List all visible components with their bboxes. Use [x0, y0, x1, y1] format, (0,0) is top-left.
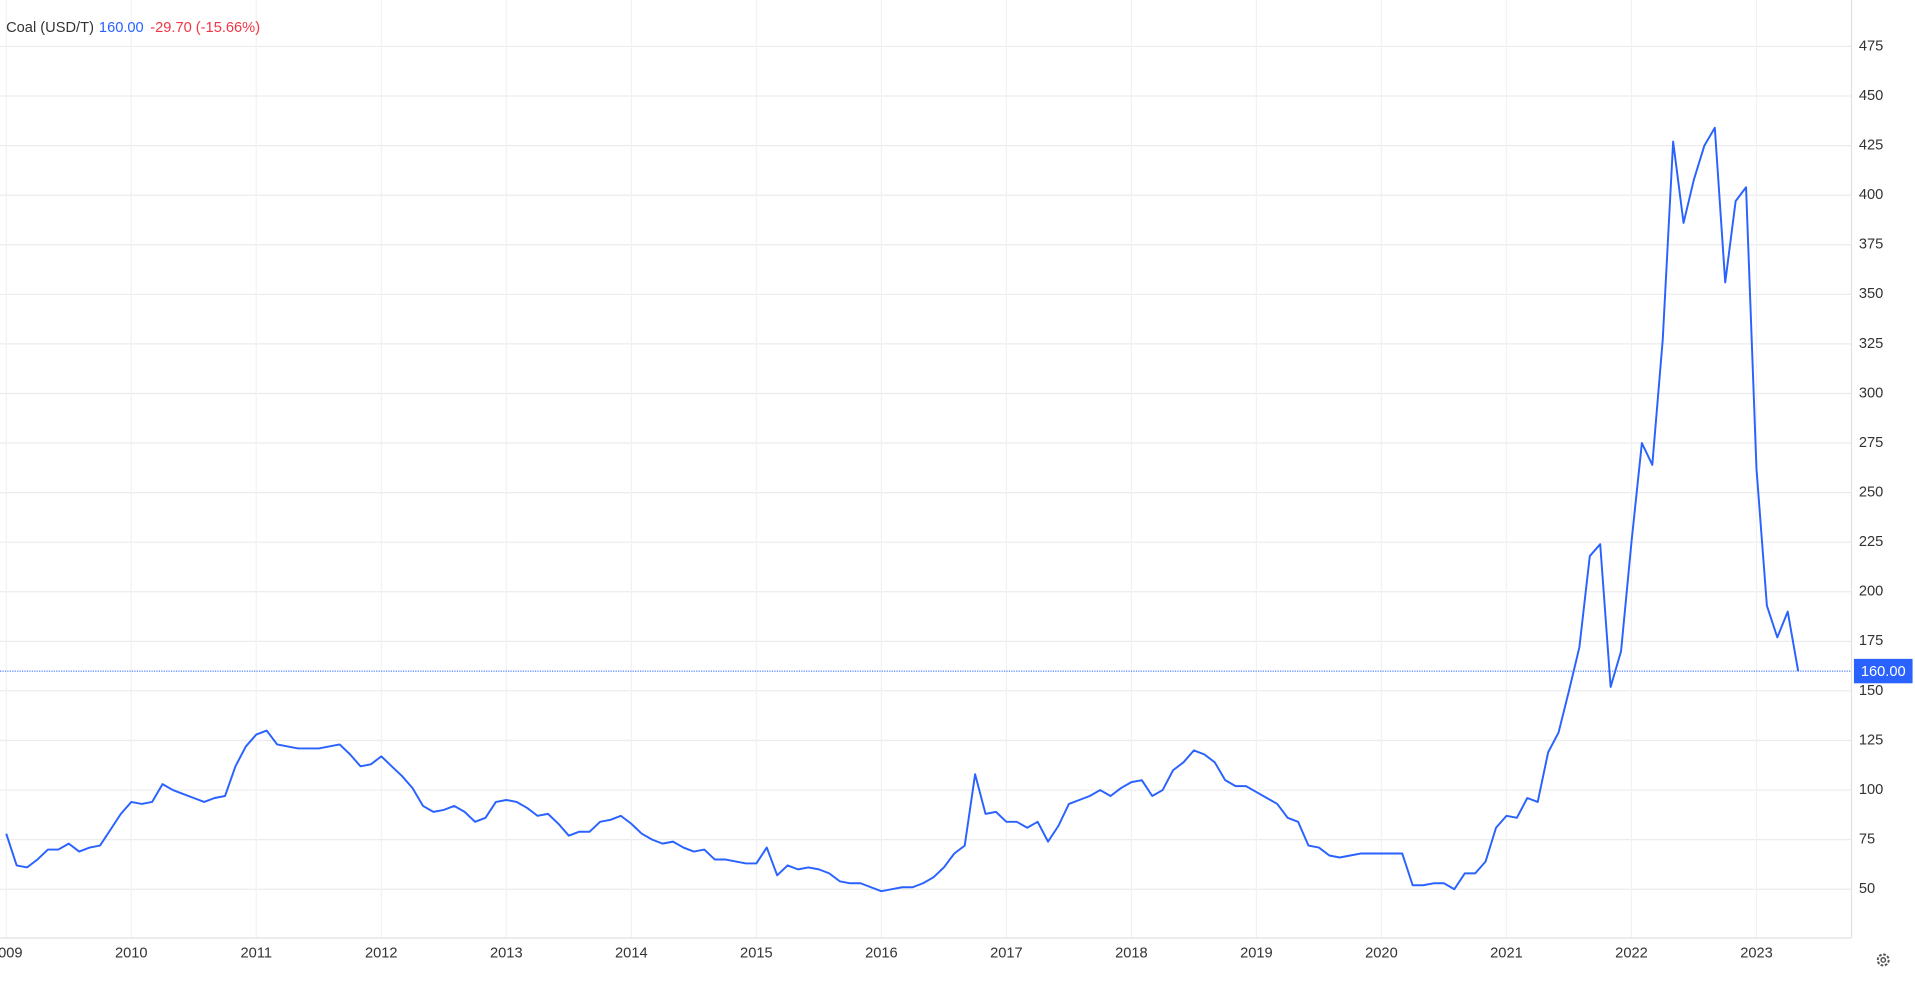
change-label: -29.70 (-15.66%): [150, 20, 260, 36]
y-tick-label: 300: [1859, 385, 1883, 401]
y-tick-label: 275: [1859, 435, 1883, 451]
x-tick-label: 2022: [1615, 946, 1648, 962]
y-tick-label: 100: [1859, 782, 1883, 798]
y-tick-label: 200: [1859, 584, 1883, 600]
x-tick-label: 2010: [115, 946, 148, 962]
gear-teeth: [1876, 953, 1890, 967]
y-tick-label: 475: [1859, 38, 1883, 54]
chart-title: Coal (USD/T): [6, 20, 94, 36]
x-tick-label: 2015: [740, 946, 773, 962]
y-tick-label: 175: [1859, 633, 1883, 649]
y-tick-label: 75: [1859, 832, 1875, 848]
price-line: [5, 126, 1800, 893]
y-tick-label: 50: [1859, 881, 1875, 897]
y-tick-label: 150: [1859, 683, 1883, 699]
plot-layer: 50 75 100 125 150 175 200 225 250 275 300 325 350 375…: [0, 0, 1913, 962]
price-label: 160.00: [99, 20, 144, 36]
y-tick-label: 425: [1859, 137, 1883, 153]
gear-hub: [1880, 957, 1887, 963]
x-tick-label: 2017: [990, 946, 1023, 962]
x-tick-label: 2018: [1115, 946, 1148, 962]
y-tick-label: 250: [1859, 484, 1883, 500]
y-tick-label: 225: [1859, 534, 1883, 550]
y-tick-label: 400: [1859, 187, 1883, 203]
x-tick-label: 2019: [1240, 946, 1273, 962]
x-tick-label: 2016: [865, 946, 898, 962]
x-tick-label: 2009: [0, 946, 23, 962]
last-price-badge-label: 160.00: [1861, 664, 1906, 680]
x-tick-label: 2011: [241, 946, 272, 962]
x-tick-label: 2023: [1740, 946, 1773, 962]
y-tick-label: 350: [1859, 286, 1883, 302]
x-tick-label: 2012: [365, 946, 398, 962]
y-tick-label: 375: [1859, 237, 1883, 253]
settings-icon[interactable]: [1876, 953, 1890, 967]
x-tick-label: 2020: [1365, 946, 1398, 962]
y-tick-label: 325: [1859, 336, 1883, 352]
last-price-badge: [1853, 658, 1913, 684]
y-tick-label: 125: [1859, 732, 1883, 748]
x-tick-label: 2021: [1490, 946, 1523, 962]
x-tick-label: 2014: [615, 946, 648, 962]
y-tick-label: 450: [1859, 88, 1883, 104]
x-tick-label: 2013: [490, 946, 523, 962]
